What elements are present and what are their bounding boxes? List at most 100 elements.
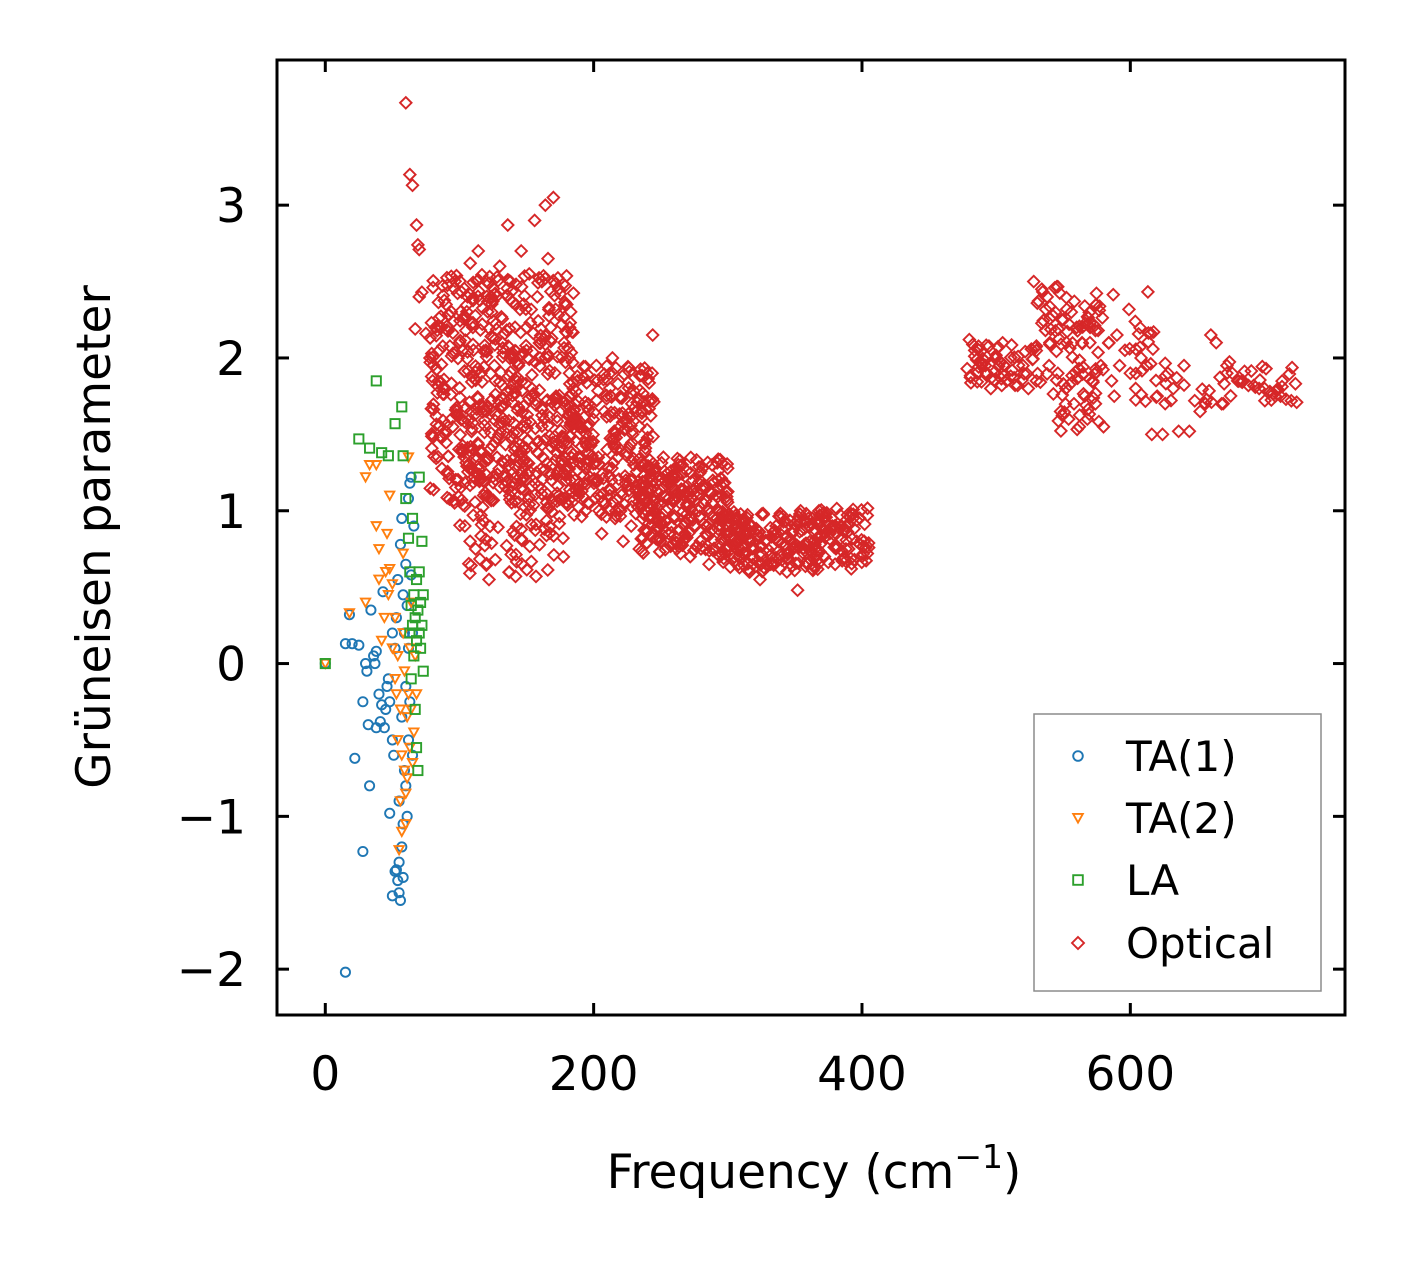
data-point bbox=[720, 484, 735, 499]
data-point bbox=[1284, 360, 1300, 375]
data-point bbox=[994, 378, 1009, 393]
data-point bbox=[475, 500, 490, 515]
data-point bbox=[578, 503, 593, 518]
data-point bbox=[1158, 376, 1173, 391]
data-point bbox=[554, 434, 569, 450]
data-point bbox=[412, 242, 427, 257]
data-point bbox=[508, 569, 523, 584]
data-point bbox=[464, 424, 479, 439]
data-point bbox=[537, 412, 552, 427]
data-point bbox=[576, 359, 591, 374]
data-point bbox=[407, 727, 421, 739]
data-point bbox=[349, 752, 361, 764]
data-point bbox=[604, 473, 619, 488]
data-point bbox=[693, 533, 708, 549]
data-point bbox=[541, 501, 557, 516]
data-point bbox=[579, 438, 594, 454]
data-point bbox=[479, 349, 494, 365]
data-point bbox=[359, 472, 372, 484]
data-point bbox=[1042, 335, 1057, 350]
data-point bbox=[634, 455, 649, 470]
data-point bbox=[413, 566, 425, 578]
data-point bbox=[455, 411, 470, 427]
data-point bbox=[637, 361, 652, 376]
data-point bbox=[396, 548, 410, 560]
data-point bbox=[365, 604, 377, 616]
data-point bbox=[753, 545, 768, 561]
data-point bbox=[844, 561, 859, 576]
data-point bbox=[653, 514, 668, 530]
data-point bbox=[696, 480, 711, 495]
data-point bbox=[512, 302, 528, 317]
data-point bbox=[638, 441, 653, 456]
data-point bbox=[426, 482, 441, 497]
data-point bbox=[963, 368, 978, 383]
data-point bbox=[695, 460, 711, 475]
data-point bbox=[1048, 323, 1063, 338]
data-point bbox=[1143, 326, 1158, 341]
data-point bbox=[477, 413, 492, 428]
data-point bbox=[1072, 319, 1087, 334]
data-point bbox=[1203, 327, 1218, 343]
data-point bbox=[1003, 350, 1018, 365]
data-point bbox=[400, 492, 412, 505]
data-point bbox=[373, 688, 385, 700]
data-point bbox=[402, 689, 415, 701]
legend-label: TA(1) bbox=[1125, 732, 1237, 781]
data-point bbox=[627, 400, 642, 415]
data-point bbox=[1091, 345, 1106, 360]
data-point bbox=[511, 358, 526, 373]
data-point bbox=[1018, 344, 1033, 359]
data-point bbox=[339, 966, 351, 978]
data-point bbox=[628, 506, 644, 521]
data-point bbox=[792, 524, 807, 539]
data-point bbox=[615, 405, 630, 421]
data-point bbox=[606, 431, 622, 446]
data-point bbox=[649, 514, 664, 529]
data-point bbox=[466, 275, 481, 290]
data-point bbox=[441, 308, 456, 323]
data-point bbox=[386, 627, 398, 639]
data-point bbox=[849, 534, 864, 549]
data-point bbox=[610, 450, 625, 465]
data-point bbox=[581, 453, 596, 469]
data-point bbox=[1106, 287, 1121, 302]
data-point bbox=[431, 295, 446, 310]
data-point bbox=[396, 512, 408, 524]
data-point bbox=[802, 534, 817, 550]
data-point bbox=[497, 414, 513, 429]
data-point bbox=[1128, 314, 1143, 329]
data-point bbox=[1282, 366, 1297, 382]
data-point bbox=[392, 845, 406, 857]
data-point bbox=[819, 505, 834, 520]
data-point bbox=[473, 508, 489, 523]
data-point bbox=[470, 274, 485, 289]
data-point bbox=[548, 389, 564, 404]
data-point bbox=[484, 289, 499, 304]
data-point bbox=[585, 448, 600, 463]
data-point bbox=[424, 441, 439, 456]
data-point bbox=[522, 497, 537, 512]
data-point bbox=[731, 549, 746, 565]
data-point bbox=[508, 297, 523, 312]
data-point bbox=[784, 541, 800, 556]
data-point bbox=[839, 533, 854, 548]
data-point bbox=[488, 373, 503, 388]
data-point bbox=[528, 517, 544, 532]
data-point bbox=[416, 619, 428, 631]
data-point bbox=[640, 366, 655, 381]
data-point bbox=[646, 394, 661, 409]
data-point bbox=[811, 503, 827, 518]
data-point bbox=[1056, 312, 1071, 327]
data-point bbox=[1036, 313, 1051, 328]
data-point bbox=[524, 381, 540, 396]
data-point bbox=[426, 397, 441, 412]
data-point bbox=[719, 492, 735, 507]
data-point bbox=[445, 419, 460, 434]
data-point bbox=[1042, 337, 1057, 352]
data-point bbox=[860, 546, 875, 561]
data-point bbox=[752, 524, 767, 539]
data-point bbox=[462, 566, 477, 581]
data-point bbox=[477, 538, 492, 553]
data-point bbox=[471, 243, 486, 259]
